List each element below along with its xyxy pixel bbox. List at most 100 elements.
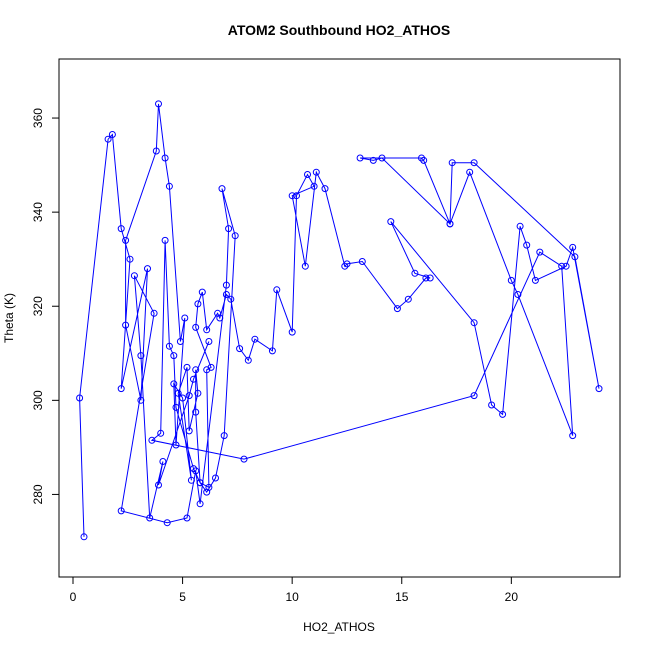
data-point (181, 314, 189, 322)
data-point (172, 441, 180, 449)
data-point (170, 380, 178, 388)
data-point (187, 476, 195, 484)
data-point (387, 218, 395, 226)
data-point (146, 514, 154, 522)
data-point (488, 401, 496, 409)
data-point (192, 467, 200, 475)
data-point (225, 225, 233, 233)
data-point (80, 533, 88, 541)
data-point (165, 342, 173, 350)
data-point (321, 185, 329, 193)
data-point (152, 147, 160, 155)
data-point (562, 262, 570, 270)
data-point (205, 338, 213, 345)
x-axis-label: HO2_ATHOS (303, 620, 375, 634)
data-point (411, 269, 419, 277)
data-point (420, 156, 428, 164)
y-tick-label: 280 (31, 484, 45, 504)
data-point (172, 403, 180, 411)
y-tick-label: 320 (31, 296, 45, 316)
x-tick-label: 0 (70, 590, 77, 604)
data-point (183, 514, 191, 522)
data-point (288, 192, 296, 200)
data-point (446, 220, 454, 228)
data-point (378, 154, 386, 162)
data-point (117, 507, 125, 515)
data-point (268, 347, 276, 355)
data-point (174, 389, 182, 397)
data-point (312, 168, 320, 176)
series-layer (76, 100, 603, 541)
chart-title: ATOM2 Southbound HO2_ATHOS (228, 22, 450, 38)
plot-frame (58, 58, 621, 578)
data-point (569, 432, 577, 440)
data-point (358, 258, 366, 265)
data-point (176, 338, 184, 345)
data-point (122, 236, 130, 244)
data-point (244, 356, 252, 364)
series-line (79, 103, 600, 537)
data-point (536, 248, 544, 256)
data-point (203, 326, 211, 334)
data-point (190, 465, 197, 473)
data-point (192, 366, 200, 374)
data-point (558, 262, 566, 270)
data-point (216, 314, 224, 322)
data-point (161, 154, 169, 162)
x-tick-label: 10 (285, 590, 299, 604)
data-point (393, 305, 401, 313)
data-point (203, 488, 211, 496)
data-point (343, 260, 351, 268)
y-axis: 280 300 320 340 360 (31, 108, 60, 504)
data-point (227, 295, 235, 303)
data-point (130, 272, 138, 280)
data-point (466, 168, 474, 176)
data-point (137, 396, 145, 404)
data-point (531, 276, 539, 284)
data-point (192, 323, 200, 331)
data-point (117, 225, 125, 233)
x-tick-label: 20 (505, 590, 519, 604)
data-point (155, 481, 162, 489)
data-point (301, 262, 309, 270)
data-point (404, 295, 412, 303)
data-point (341, 262, 349, 270)
data-point (155, 100, 162, 108)
y-tick-label: 300 (31, 390, 45, 410)
data-point (163, 519, 171, 527)
data-point (470, 319, 478, 327)
data-point (179, 394, 187, 402)
data-point (418, 154, 425, 162)
data-point (422, 274, 430, 282)
data-point (516, 222, 524, 230)
data-point (507, 276, 515, 284)
data-point (448, 159, 456, 167)
data-point (165, 182, 173, 190)
data-point (569, 243, 577, 251)
data-point (194, 300, 202, 308)
data-point (198, 288, 206, 296)
data-point (218, 185, 226, 193)
data-point (231, 232, 239, 240)
data-point (117, 385, 125, 393)
data-point (122, 321, 130, 329)
data-point (222, 281, 230, 289)
data-point (236, 345, 244, 353)
data-point (212, 474, 219, 482)
data-point (470, 392, 478, 400)
data-point (251, 335, 259, 343)
y-axis-label: Theta (K) (2, 293, 16, 343)
data-point (426, 274, 434, 282)
data-point (222, 291, 230, 298)
data-point (293, 192, 300, 200)
data-point (76, 394, 84, 402)
data-point (304, 171, 311, 178)
data-point (288, 328, 296, 336)
data-point (159, 458, 167, 465)
data-point (185, 392, 193, 400)
data-point (144, 265, 151, 273)
data-point (470, 159, 478, 167)
data-point (196, 479, 204, 487)
data-point (108, 131, 116, 138)
